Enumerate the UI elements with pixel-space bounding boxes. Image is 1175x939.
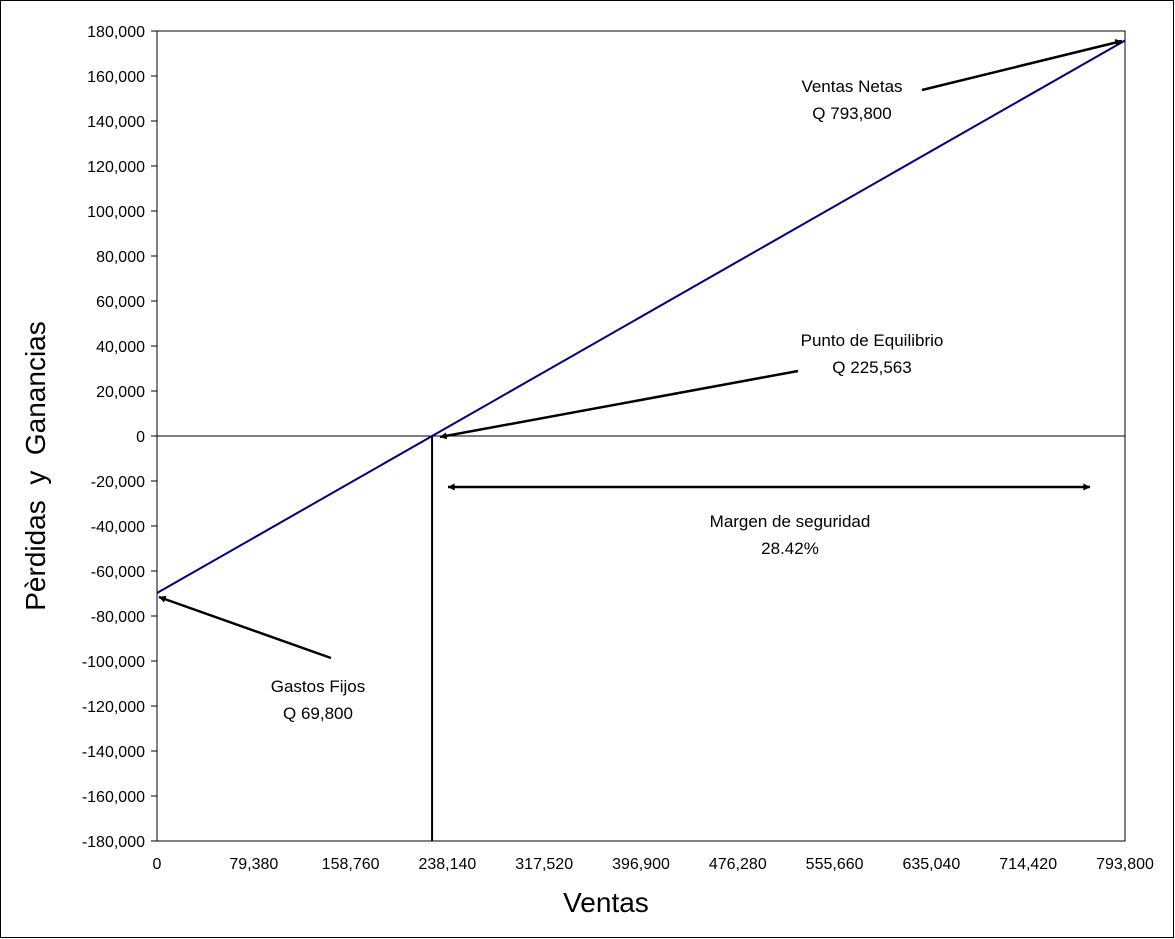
profit-line [156, 39, 1126, 594]
x-tick-label: 396,900 [612, 856, 670, 873]
margen-seguridad-label-line2: 28.42% [761, 539, 819, 558]
y-tick-label: -60,000 [91, 564, 145, 581]
y-tick-label: 140,000 [87, 114, 145, 131]
y-tick-label: 180,000 [87, 24, 145, 41]
y-tick-label: 20,000 [96, 384, 145, 401]
x-tick-label: 317,520 [515, 856, 573, 873]
y-tick-label: 80,000 [96, 249, 145, 266]
ventas-netas-label-line1: Ventas Netas [801, 77, 902, 96]
punto-equilibrio-label-line2: Q 225,563 [832, 358, 911, 377]
y-tick-label: -140,000 [82, 744, 145, 761]
y-tick-label: -20,000 [91, 474, 145, 491]
x-tick-label: 555,660 [806, 856, 864, 873]
gastos-fijos-label-line2: Q 69,800 [283, 704, 353, 723]
x-tick-label: 238,140 [418, 856, 476, 873]
y-tick-label: -40,000 [91, 519, 145, 536]
y-axis-title: Pèrdidas y Ganancias [20, 321, 51, 611]
ventas-netas-arrow [921, 39, 1123, 92]
y-tick-label: 40,000 [96, 339, 145, 356]
y-tick-label: 60,000 [96, 294, 145, 311]
y-tick-label: 120,000 [87, 159, 145, 176]
y-tick-label: 0 [136, 429, 145, 446]
y-tick-label: 100,000 [87, 204, 145, 221]
y-tick-label: 160,000 [87, 69, 145, 86]
ventas-netas-label-line2: Q 793,800 [812, 104, 891, 123]
gastos-fijos-label-line1: Gastos Fijos [271, 677, 365, 696]
margen-seguridad-label-line1: Margen de seguridad [710, 512, 871, 531]
y-tick-label: -80,000 [91, 609, 145, 626]
x-axis-title: Ventas [563, 887, 649, 918]
gastos-fijos-arrow [158, 595, 332, 660]
punto-equilibrio-label-line1: Punto de Equilibrio [801, 331, 944, 350]
y-tick-label: -180,000 [82, 834, 145, 851]
x-tick-label: 158,760 [322, 856, 380, 873]
x-tick-label: 793,800 [1096, 856, 1154, 873]
y-tick-label: -100,000 [82, 654, 145, 671]
x-tick-label: 0 [153, 856, 162, 873]
x-tick-label: 476,280 [709, 856, 767, 873]
x-tick-label: 79,380 [229, 856, 278, 873]
x-tick-label: 635,040 [902, 856, 960, 873]
x-tick-label: 714,420 [999, 856, 1057, 873]
punto-equilibrio-arrow [439, 369, 799, 440]
y-tick-label: -160,000 [82, 789, 145, 806]
y-tick-label: -120,000 [82, 699, 145, 716]
